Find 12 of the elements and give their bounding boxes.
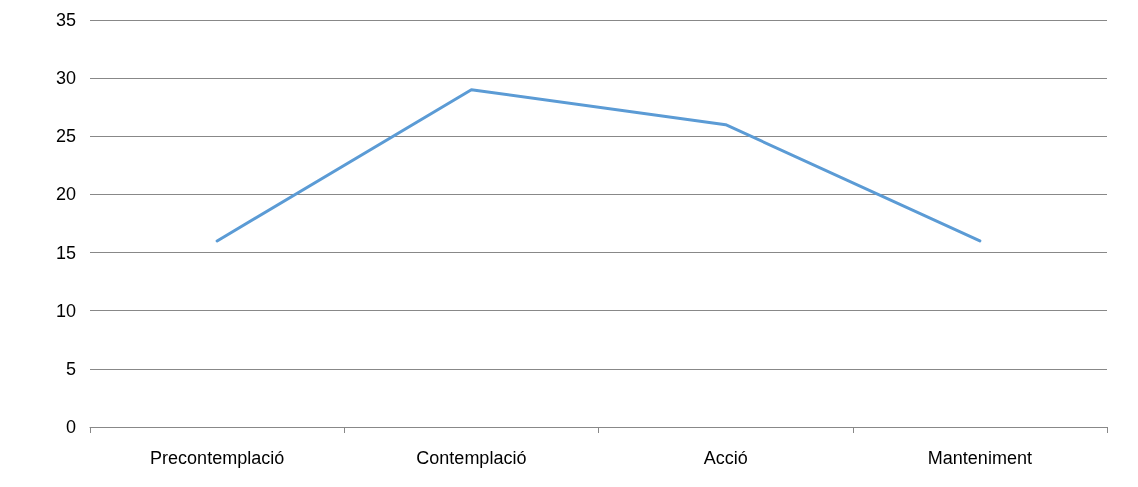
x-tick-label: Acció [703, 448, 748, 468]
x-tick-label: Precontemplació [150, 448, 285, 468]
x-tick-label: Contemplació [416, 448, 527, 468]
x-tick-label: Manteniment [927, 448, 1032, 468]
y-tick-label: 15 [55, 242, 76, 263]
y-tick-label: 30 [55, 68, 76, 89]
y-tick-label: 25 [55, 126, 76, 147]
y-tick-label: 0 [65, 417, 76, 437]
y-tick-label: 5 [65, 358, 76, 379]
y-tick-label: 20 [55, 184, 76, 205]
y-tick-label: 35 [55, 10, 76, 30]
y-tick-label: 10 [55, 300, 76, 321]
